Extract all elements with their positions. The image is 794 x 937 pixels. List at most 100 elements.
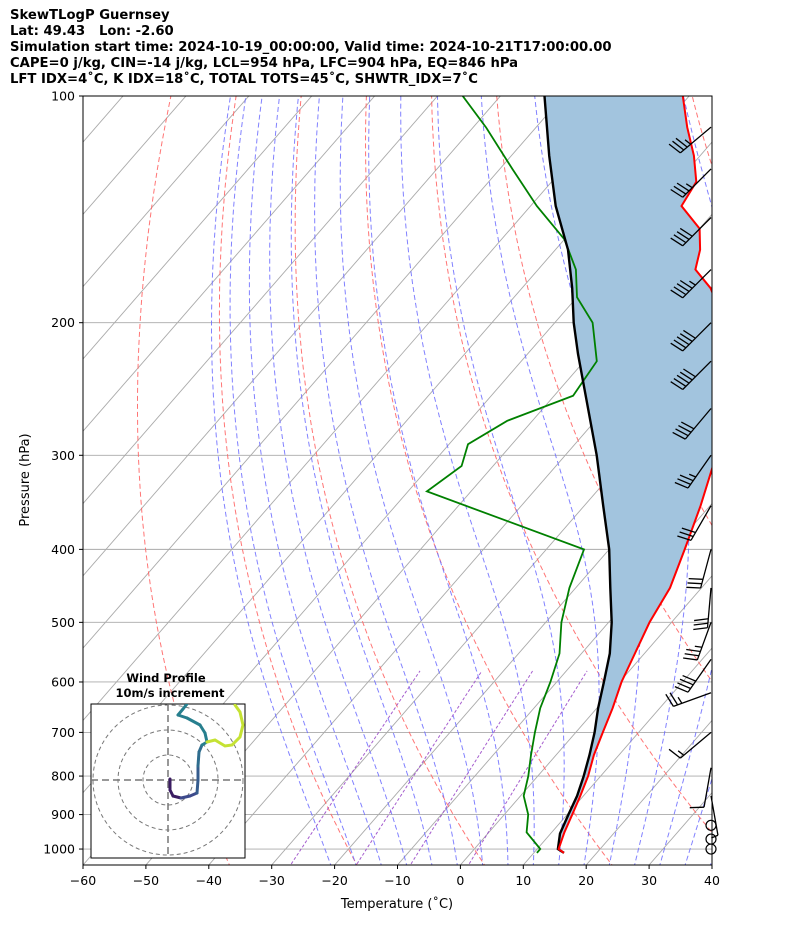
barb-flag	[679, 474, 694, 482]
barb-staff	[684, 408, 712, 440]
barb-flag	[676, 374, 690, 384]
wind-barb	[670, 168, 712, 198]
barb-flag	[672, 431, 686, 440]
x-tick-label: 30	[641, 873, 657, 888]
barb-flag	[675, 428, 689, 437]
wind-barb	[686, 549, 712, 589]
hodograph-segment	[181, 704, 189, 711]
x-tick-label: 10	[515, 873, 531, 888]
isotherm-line	[83, 96, 627, 722]
barb-flag	[689, 806, 705, 809]
mixing-ratio-line	[467, 670, 588, 865]
barb-staff	[682, 360, 712, 390]
isotherm-line	[83, 96, 502, 577]
isotherm-line	[522, 647, 712, 865]
calm-wind-circle	[705, 819, 717, 831]
barb-staff	[703, 767, 712, 808]
isotherm-line	[396, 502, 712, 865]
barb-flag	[673, 185, 687, 195]
isotherm-line	[459, 575, 712, 865]
y-tick-label: 600	[51, 674, 75, 689]
wind-barb	[665, 692, 712, 707]
barb-flag	[677, 478, 691, 485]
temperature-line	[557, 96, 712, 854]
barb-half-flag	[684, 139, 692, 145]
barb-half-flag	[688, 473, 697, 478]
wind-barb	[670, 360, 712, 391]
barb-flag	[677, 535, 692, 541]
isotherm-line	[208, 285, 712, 865]
barb-flag	[679, 371, 693, 381]
moist-adiabat	[709, 858, 712, 865]
mixing-ratio-line	[409, 670, 534, 865]
hodograph: Wind Profile 10m/s increment	[90, 671, 246, 859]
cape-area	[544, 96, 712, 853]
index-line: LFT IDX=4˚C, K IDX=18˚C, TOTAL TOTS=45˚C…	[10, 72, 478, 87]
barb-half-flag	[694, 645, 703, 648]
wind-barb	[670, 217, 712, 247]
hodograph-segment	[195, 778, 200, 795]
barb-flag	[679, 227, 693, 237]
isotherm-line	[585, 719, 712, 865]
moist-adiabat	[534, 96, 641, 865]
barb-flag	[694, 618, 709, 622]
wind-barb	[670, 322, 712, 352]
isotherm-line	[145, 213, 712, 865]
cape-line: CAPE=0 j/kg, CIN=-14 j/kg, LCL=954 hPa, …	[10, 56, 519, 71]
isotherm-line	[83, 96, 187, 215]
parcel-line	[543, 96, 613, 854]
cape-fill	[544, 96, 712, 853]
barb-flag	[679, 333, 693, 342]
sounding-lines	[425, 96, 712, 854]
wind-barb	[670, 269, 712, 299]
calm-wind-circle	[705, 833, 717, 845]
barb-staff	[687, 659, 712, 693]
barb-staff	[696, 622, 712, 661]
wind-barb	[672, 408, 712, 440]
wind-barb	[668, 126, 712, 154]
y-tick-label: 100	[51, 89, 75, 104]
wind-barb	[668, 731, 712, 759]
barb-flag	[676, 283, 690, 293]
chart-header: SkewTLogP Guernsey Lat: 49.43 Lon: -2.60…	[10, 8, 612, 88]
y-tick-label: 700	[51, 725, 75, 740]
x-tick-label: −20	[321, 873, 347, 888]
x-axis-label: Temperature (˚C)	[340, 896, 453, 912]
moist-adiabat	[436, 96, 565, 865]
barb-half-flag	[685, 183, 693, 189]
y-tick-label: 900	[51, 807, 75, 822]
barb-flag	[674, 481, 689, 489]
barb-flag	[681, 527, 696, 534]
moist-adiabat	[248, 96, 382, 865]
time-line: Simulation start time: 2024-10-19_00:00:…	[10, 40, 612, 55]
barb-flag	[670, 289, 684, 299]
barb-flag	[687, 582, 702, 585]
wind-barb	[683, 622, 712, 661]
y-tick-label: 200	[51, 315, 75, 330]
moist-adiabat	[269, 96, 408, 865]
barb-flag	[673, 377, 687, 387]
barb-flag	[679, 279, 693, 289]
isotherm-line	[83, 96, 250, 288]
x-tick-label: −10	[384, 873, 410, 888]
barb-flag	[670, 381, 684, 391]
barb-flag	[668, 748, 681, 759]
moist-adiabat	[368, 96, 509, 865]
isotherm-line	[83, 96, 439, 505]
mixing-ratio-line	[355, 670, 483, 865]
moist-adiabat	[600, 96, 690, 865]
moist-adiabat	[480, 96, 600, 865]
chart-title: SkewTLogP Guernsey	[10, 8, 170, 23]
barb-flag	[688, 577, 704, 580]
barb-flag	[681, 421, 695, 430]
dry-adiabat	[364, 96, 613, 865]
barb-flag	[673, 339, 687, 349]
location-line: Lat: 49.43 Lon: -2.60	[10, 24, 174, 39]
barb-flag	[679, 678, 694, 686]
wind-barb	[693, 587, 712, 631]
barb-flag	[668, 143, 681, 154]
wind-barb	[674, 659, 712, 693]
barb-staff	[682, 168, 712, 198]
y-tick-label: 500	[51, 615, 75, 630]
isotherm-line	[772, 79, 794, 868]
